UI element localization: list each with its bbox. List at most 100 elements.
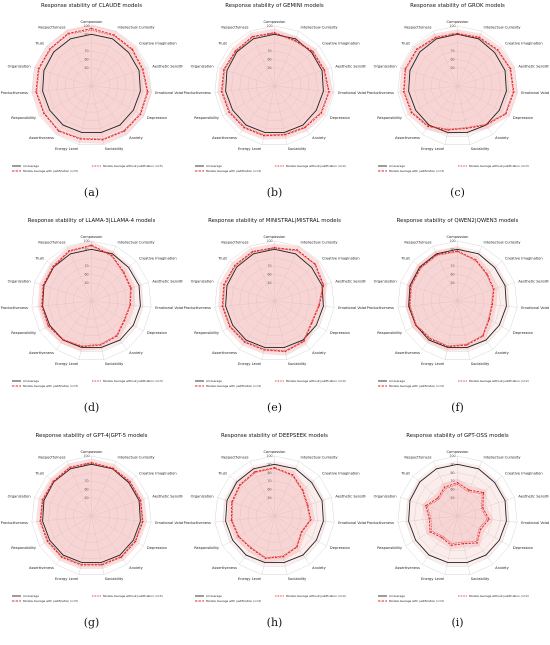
grid-ring: [231, 257, 318, 344]
grid-ring: [231, 42, 318, 129]
data-point: [80, 564, 82, 566]
grid-ring: [73, 67, 110, 105]
data-point: [443, 486, 446, 488]
series-line-with-justification: [39, 462, 144, 566]
radial-tick-label: 80: [267, 471, 271, 475]
data-point: [52, 265, 54, 268]
series-line-all-average: [408, 33, 507, 133]
axis-label: Trust: [400, 256, 410, 260]
axis-label: Assertiveness: [212, 351, 237, 355]
grid-ring: [414, 257, 501, 344]
radial-tick-label: 90: [450, 248, 454, 252]
radial-tick-label: 70: [450, 479, 454, 483]
data-point: [52, 480, 54, 483]
axis-label: Intellectual Curiosity: [484, 26, 522, 30]
axis-label: Depression: [147, 546, 167, 550]
data-point: [139, 499, 142, 501]
grid-ring: [73, 282, 110, 320]
panel-label: (h): [267, 616, 283, 629]
data-point: [307, 504, 309, 506]
legend-label: Models Average with justification (n=5): [23, 599, 78, 603]
radial-tick-label: 80: [450, 471, 454, 475]
data-point: [263, 349, 265, 351]
chart-title: Response stability of MINISTRAL|MISTRAL …: [208, 218, 341, 224]
axis-spoke: [457, 85, 518, 93]
panel-label: (a): [84, 186, 99, 199]
data-point: [456, 250, 459, 252]
data-point: [456, 481, 459, 484]
grid-ring: [239, 50, 310, 121]
axis-label: Emotional Volatility: [155, 521, 183, 525]
axis-spoke: [274, 515, 327, 547]
data-point: [427, 125, 429, 128]
radial-tick-label: 50: [84, 66, 88, 70]
data-point: [282, 556, 284, 558]
series-line-with-justification: [35, 28, 149, 141]
axis-spoke: [222, 85, 275, 117]
axis-label: Assertiveness: [212, 566, 237, 570]
legend-label: Models Average without justification (n=…: [286, 164, 346, 168]
axis-label: Respectfulness: [38, 241, 65, 245]
axis-label: Trust: [217, 41, 227, 45]
radar-panel: Response stability of CLAUDE models 100 90…: [1, 3, 183, 199]
axis-label: Respectfulness: [221, 456, 248, 460]
legend-label: Models Average without justification (n=…: [103, 594, 163, 598]
data-point: [234, 264, 236, 267]
panel-label: (e): [267, 401, 282, 414]
series-line-all-average: [42, 463, 141, 563]
data-point: [237, 536, 240, 538]
grid-ring: [247, 59, 302, 113]
data-point: [41, 499, 44, 501]
axis-label: Creative Imagination: [322, 471, 360, 475]
data-point: [301, 531, 303, 533]
grid-ring: [31, 25, 152, 145]
axis-label: Anxiety: [495, 351, 509, 355]
grid-ring: [222, 464, 327, 567]
grid-ring: [239, 480, 310, 551]
data-point: [410, 111, 413, 114]
axis-label: Energy Level: [238, 147, 261, 151]
axis-spoke: [405, 300, 458, 332]
data-point: [264, 557, 267, 560]
axis-label: Anxiety: [129, 351, 143, 355]
data-point: [123, 319, 126, 321]
axis-label: Organization: [191, 279, 214, 283]
radial-tick-label: 50: [267, 281, 271, 285]
axis-label: Respectfulness: [221, 26, 248, 30]
data-point: [456, 32, 459, 35]
axis-label: Creative Imagination: [505, 471, 543, 475]
data-point: [428, 518, 431, 520]
panel-label: (f): [451, 401, 464, 414]
data-point: [468, 489, 470, 491]
axis-spoke: [412, 475, 458, 517]
grid-ring: [64, 274, 119, 328]
series-line-all-average: [225, 463, 324, 563]
data-point: [447, 345, 449, 348]
data-point: [509, 68, 512, 70]
axis-spoke: [274, 85, 327, 117]
axis-label: Anxiety: [495, 566, 509, 570]
axis-spoke: [214, 300, 275, 308]
axis-spoke: [229, 475, 275, 517]
data-point: [90, 244, 93, 246]
legend-label: All Average: [206, 594, 222, 598]
legend-label: Models Average with justification (n=2): [389, 599, 444, 603]
axis-spoke: [457, 515, 510, 547]
radial-tick-label: 100: [83, 24, 89, 28]
axis-label: Assertiveness: [395, 566, 420, 570]
axis-label: Trust: [400, 41, 410, 45]
radial-tick-label: 100: [449, 454, 455, 458]
axis-spoke: [249, 246, 275, 302]
radial-tick-label: 70: [267, 264, 271, 268]
chart-title: Response stability of CLAUDE models: [41, 3, 142, 9]
axis-label: Compassion: [81, 20, 103, 24]
axis-spoke: [214, 515, 275, 523]
axis-label: Responsibility: [11, 331, 37, 335]
panel-label: (d): [84, 401, 100, 414]
axis-label: Compassion: [81, 450, 103, 454]
axis-label: Emotional Volatility: [338, 306, 366, 310]
data-point: [486, 273, 488, 275]
data-point: [37, 68, 40, 70]
all-average-band: [405, 461, 510, 566]
axis-label: Compassion: [264, 20, 286, 24]
